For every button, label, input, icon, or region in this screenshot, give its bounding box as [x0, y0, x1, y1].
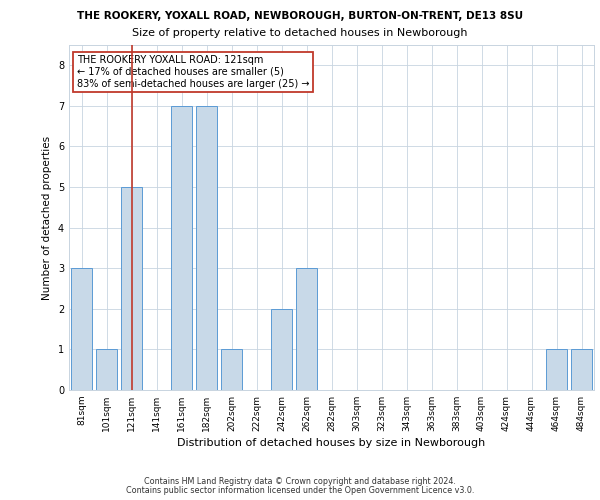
Bar: [121, 187, 142, 390]
Bar: [171, 106, 192, 390]
Text: THE ROOKERY, YOXALL ROAD, NEWBOROUGH, BURTON-ON-TRENT, DE13 8SU: THE ROOKERY, YOXALL ROAD, NEWBOROUGH, BU…: [77, 11, 523, 21]
Bar: [571, 350, 592, 390]
Text: Size of property relative to detached houses in Newborough: Size of property relative to detached ho…: [132, 28, 468, 38]
Bar: [196, 106, 217, 390]
Bar: [221, 350, 242, 390]
Text: Contains public sector information licensed under the Open Government Licence v3: Contains public sector information licen…: [126, 486, 474, 495]
Bar: [71, 268, 92, 390]
Text: THE ROOKERY YOXALL ROAD: 121sqm
← 17% of detached houses are smaller (5)
83% of : THE ROOKERY YOXALL ROAD: 121sqm ← 17% of…: [77, 56, 310, 88]
Bar: [296, 268, 317, 390]
Bar: [546, 350, 567, 390]
X-axis label: Distribution of detached houses by size in Newborough: Distribution of detached houses by size …: [178, 438, 485, 448]
Y-axis label: Number of detached properties: Number of detached properties: [43, 136, 52, 300]
Bar: [96, 350, 117, 390]
Bar: [271, 309, 292, 390]
Text: Contains HM Land Registry data © Crown copyright and database right 2024.: Contains HM Land Registry data © Crown c…: [144, 477, 456, 486]
